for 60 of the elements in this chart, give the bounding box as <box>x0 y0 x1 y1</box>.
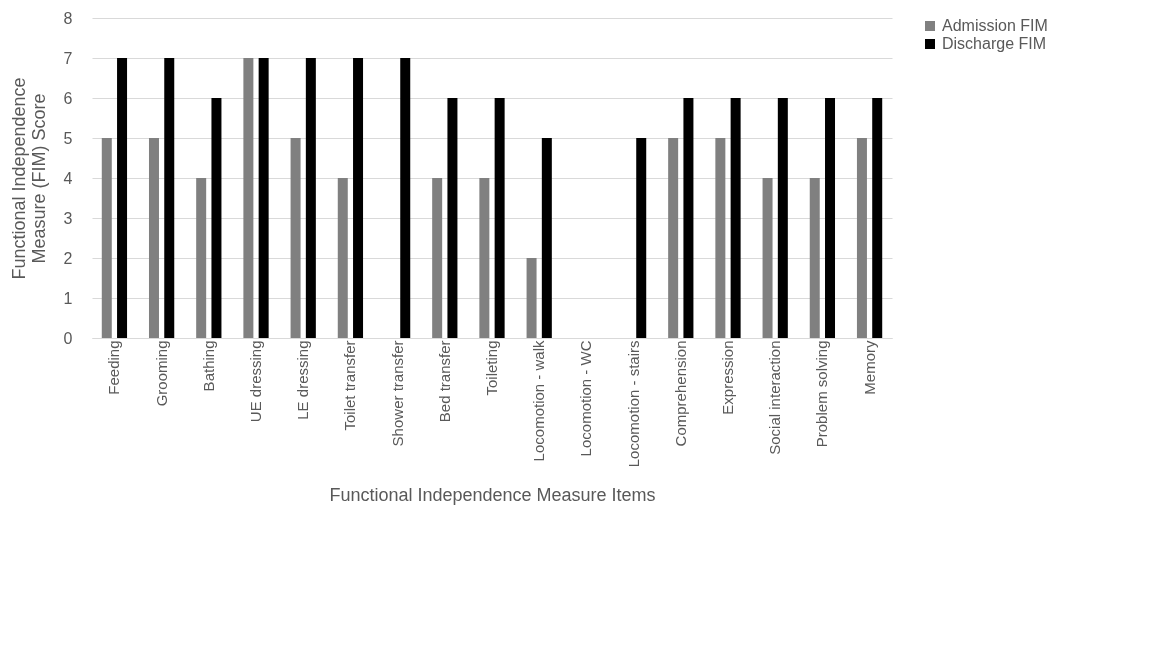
x-tick-label: Expression <box>718 340 736 415</box>
bar <box>668 138 679 338</box>
x-tick-label: Bed transfer <box>435 340 453 423</box>
x-tick-label: Feeding <box>105 340 123 395</box>
bar <box>856 138 867 338</box>
bar <box>211 98 222 338</box>
bar <box>258 58 269 338</box>
y-tick-label: 6 <box>63 89 73 107</box>
bar <box>730 98 741 338</box>
bar <box>777 98 788 338</box>
bar <box>809 178 820 338</box>
bar <box>541 138 552 338</box>
x-tick-label: Locomotion - stairs <box>624 340 642 468</box>
bar <box>762 178 773 338</box>
y-tick-label: 8 <box>63 9 73 27</box>
bar <box>337 178 348 338</box>
x-tick-label: Memory <box>860 340 878 395</box>
x-tick-label: Locomotion - walk <box>530 340 548 462</box>
bar <box>353 58 364 338</box>
y-tick-label: 7 <box>63 49 73 67</box>
x-tick-label: Toilet transfer <box>341 340 359 431</box>
x-tick-label: Comprehension <box>671 340 689 447</box>
bar <box>872 98 883 338</box>
bar <box>305 58 316 338</box>
x-tick-label: Problem solving <box>813 340 831 448</box>
x-tick-label: Grooming <box>152 340 170 407</box>
y-tick-label: 3 <box>63 209 73 227</box>
bar <box>479 178 490 338</box>
bar <box>148 138 159 338</box>
y-axis-title: Functional Independence Measure (FIM) Score <box>8 77 49 280</box>
legend-label: Discharge FIM <box>942 35 1047 52</box>
bar <box>526 258 537 338</box>
x-tick-label: Shower transfer <box>388 340 406 447</box>
bar <box>447 98 458 338</box>
x-tick-label: LE dressing <box>294 340 312 420</box>
bar <box>636 138 647 338</box>
bar <box>715 138 726 338</box>
x-tick-label: Locomotion - WC <box>577 340 595 457</box>
bar <box>400 58 411 338</box>
x-tick-label: Toileting <box>483 340 500 396</box>
y-tick-label: 5 <box>63 129 73 147</box>
bar <box>825 98 836 338</box>
y-tick-label: 0 <box>63 329 73 347</box>
bar <box>494 98 505 338</box>
legend-label: Admission FIM <box>942 17 1048 34</box>
bar <box>432 178 443 338</box>
bar <box>117 58 128 338</box>
y-tick-label: 4 <box>63 169 73 187</box>
y-tick-label: 1 <box>63 289 73 307</box>
bar <box>290 138 301 338</box>
x-tick-label: Social interaction <box>766 340 784 455</box>
bar <box>164 58 175 338</box>
x-tick-label: UE dressing <box>247 340 265 423</box>
y-tick-label: 2 <box>63 249 73 267</box>
x-tick-label: Bathing <box>199 340 217 392</box>
bar <box>101 138 112 338</box>
bar <box>683 98 694 338</box>
bar <box>243 58 254 338</box>
bar <box>196 178 207 338</box>
x-axis-title: Functional Independence Measure Items <box>329 485 656 506</box>
